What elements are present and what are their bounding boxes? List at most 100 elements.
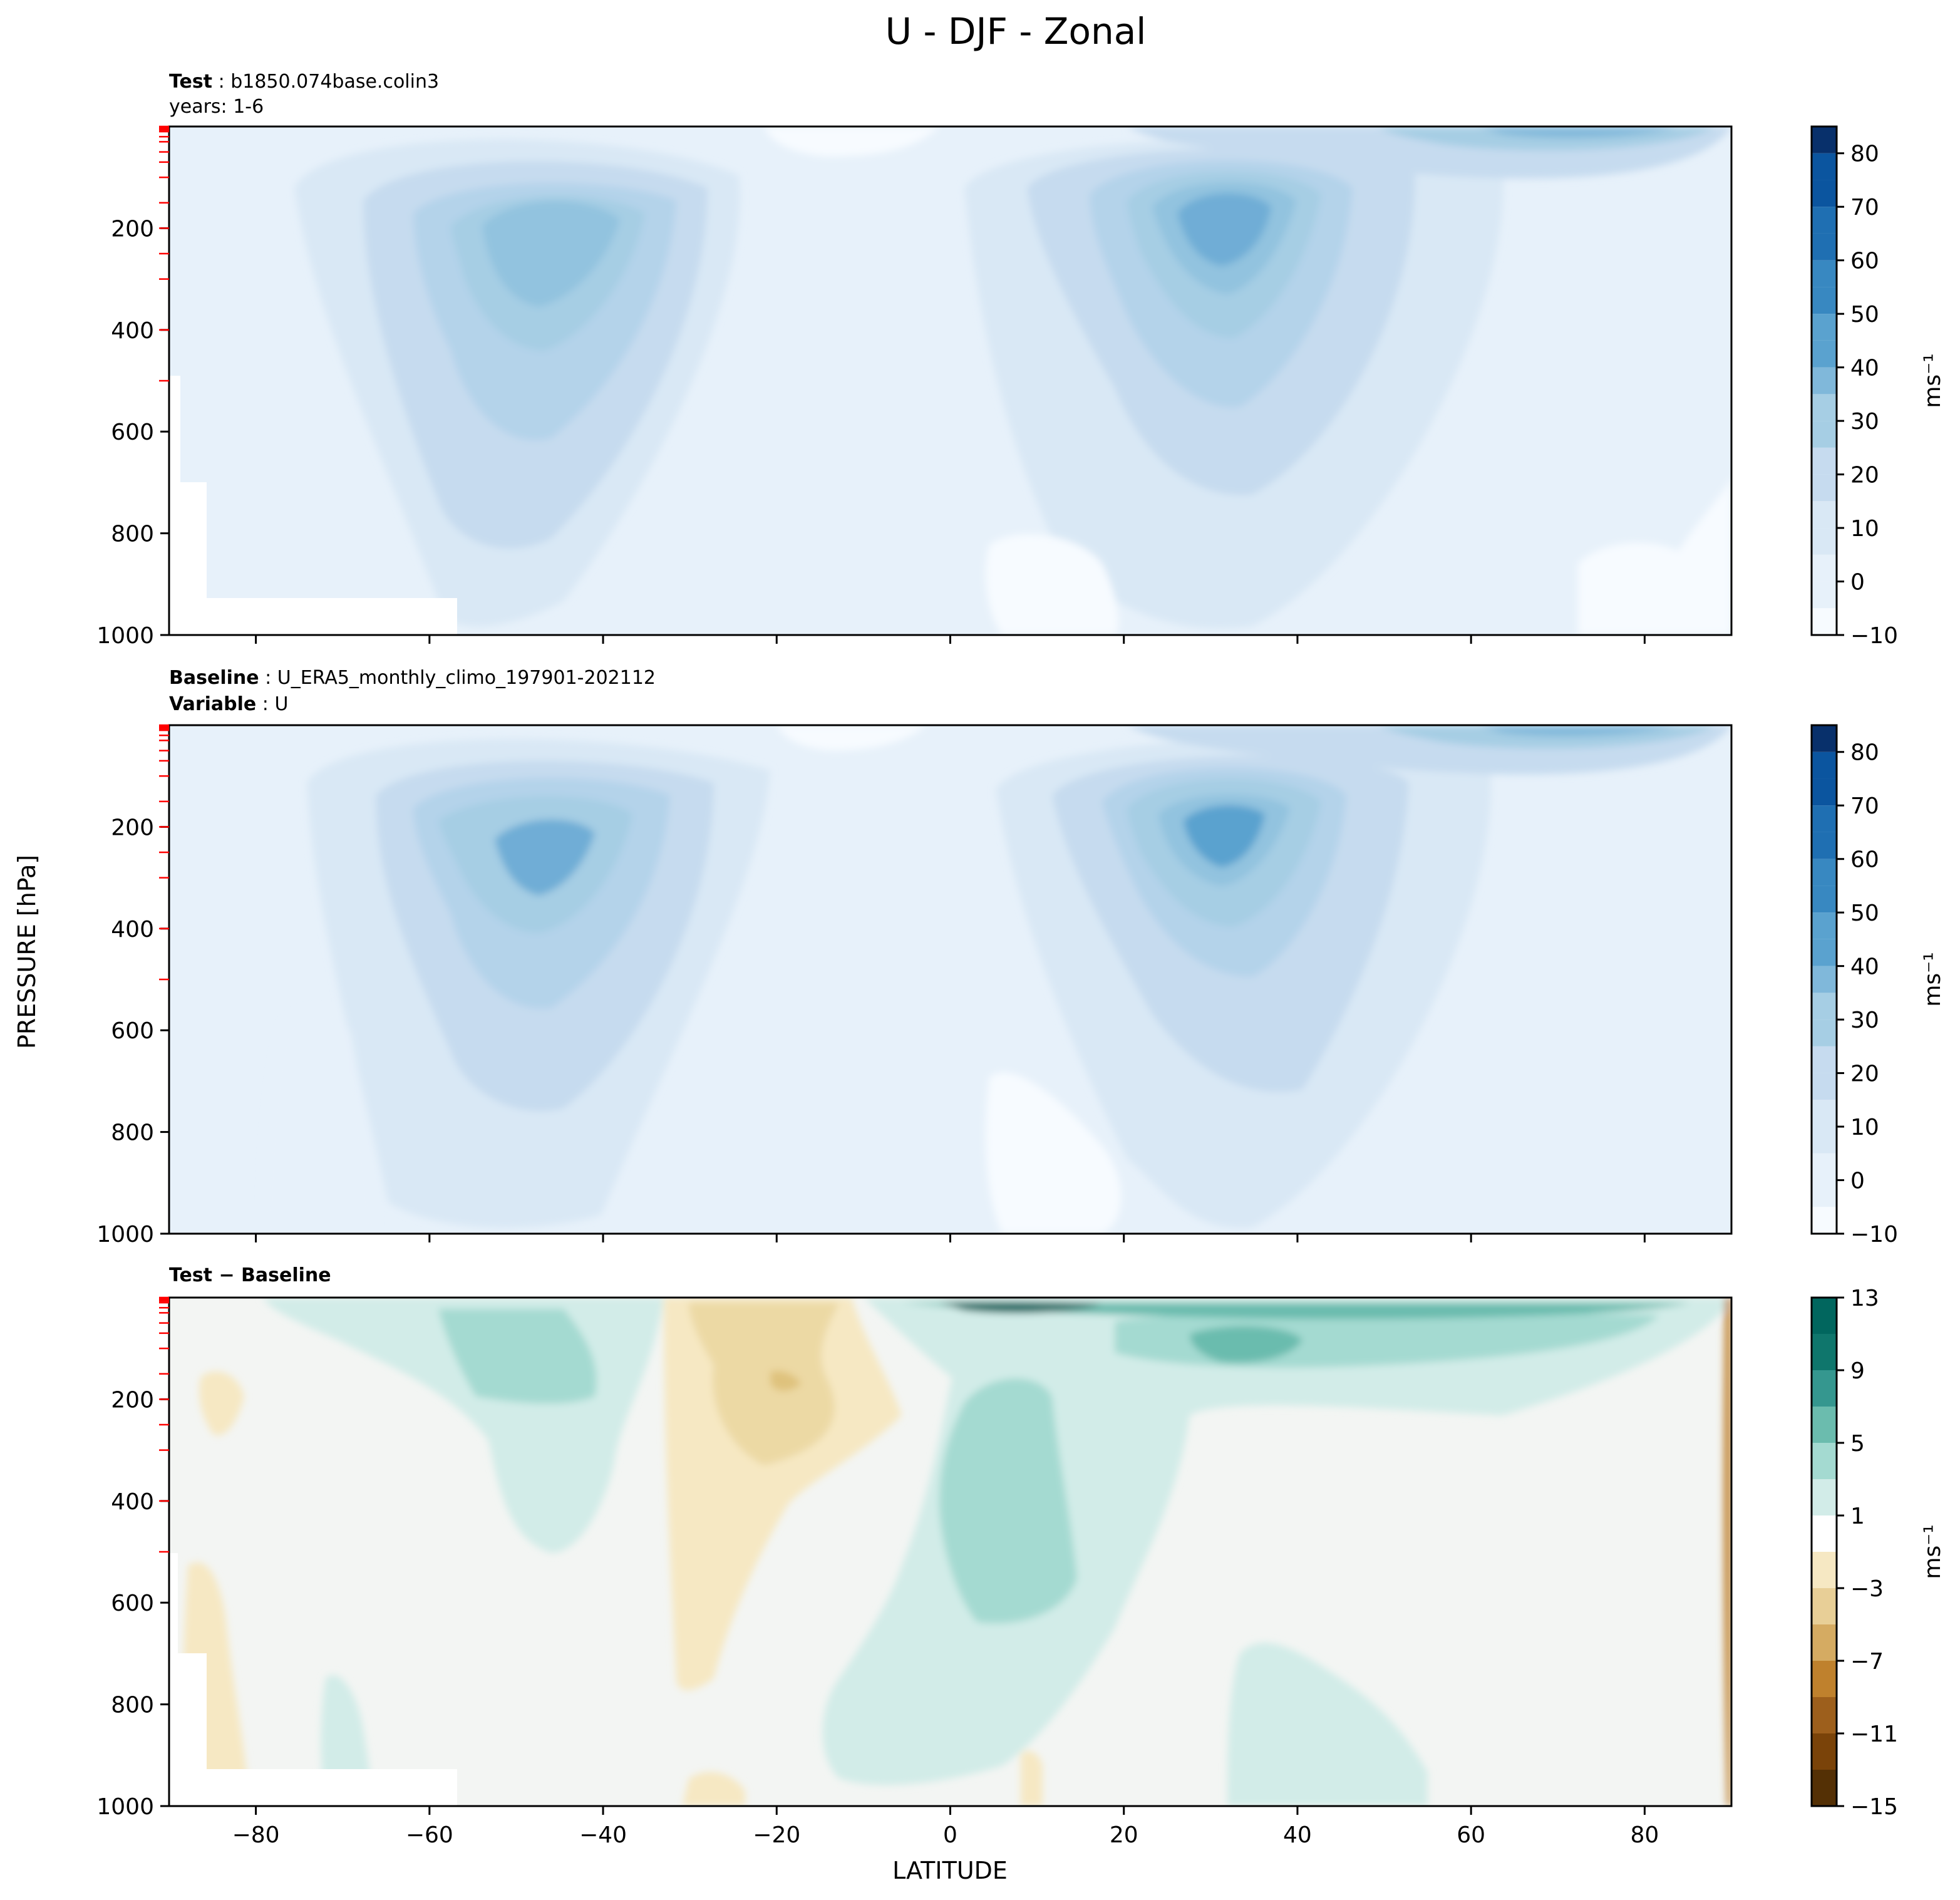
- x-tick-label-0: −80: [232, 1822, 280, 1848]
- panel-difference-strat-positive-5: [902, 1303, 1691, 1319]
- colorbar-tick-label-2-7: 13: [1850, 1286, 1879, 1311]
- colorbar-frame-0: [1810, 125, 1838, 636]
- colorbar-units-1: ms⁻¹: [1920, 952, 1946, 1006]
- panel-baseline-variable-value: U: [274, 693, 288, 715]
- colorbar-segment-2-3: [1812, 1661, 1837, 1697]
- colorbar-segment-2-13: [1812, 1298, 1837, 1334]
- colorbar-tick-label-0-0: −10: [1850, 623, 1898, 649]
- colorbar-segment-0-10: [1812, 340, 1837, 368]
- colorbar-segment-2-6: [1812, 1552, 1837, 1588]
- y-tick-label-1-4: 1000: [96, 1222, 154, 1247]
- x-tick-label-1: −60: [406, 1822, 453, 1848]
- y-tick-label-0-3: 800: [111, 522, 154, 547]
- y-tick-label-1-3: 800: [111, 1120, 154, 1146]
- panel-difference-strat-positive-9: [939, 1301, 1102, 1313]
- figure-title: U - DJF - Zonal: [885, 10, 1147, 53]
- colorbar-segment-0-7: [1812, 421, 1837, 448]
- colorbar-segment-1-17: [1812, 751, 1837, 779]
- colorbar-segment-0-3: [1812, 528, 1837, 555]
- y-tick-label-1-1: 400: [111, 917, 154, 942]
- colorbar-segment-2-5: [1812, 1588, 1837, 1624]
- colorbar-segment-1-5: [1812, 1073, 1837, 1100]
- colorbar-units-2: ms⁻¹: [1920, 1524, 1946, 1579]
- panel-test-field: [169, 126, 1731, 635]
- colorbar-segment-0-13: [1812, 260, 1837, 287]
- y-tick-label-2-2: 600: [111, 1591, 154, 1616]
- colorbar-segment-1-15: [1812, 805, 1837, 832]
- colorbar-segment-1-6: [1812, 1046, 1837, 1073]
- y-tick-label-2-4: 1000: [96, 1794, 154, 1820]
- colorbar-segment-1-13: [1812, 859, 1837, 886]
- colorbar-tick-label-2-3: −3: [1850, 1576, 1884, 1602]
- colorbar-segment-2-12: [1812, 1334, 1837, 1370]
- y-tick-label-0-1: 400: [111, 318, 154, 344]
- panel-difference-np-edge: [1724, 1298, 1731, 1806]
- colorbar-tick-label-0-9: 80: [1850, 142, 1879, 167]
- y-tick-label-2-0: 200: [111, 1387, 154, 1413]
- y-tick-label-0-0: 200: [111, 216, 154, 242]
- y-tick-label-1-0: 200: [111, 815, 154, 840]
- colorbar-tick-label-0-3: 20: [1850, 463, 1879, 488]
- colorbar-tick-label-1-8: 70: [1850, 793, 1879, 819]
- colorbar-segment-1-2: [1812, 1153, 1837, 1180]
- panel-test-sh-jet-30: [482, 201, 620, 307]
- panel-baseline-variable-label: Variable: [169, 693, 256, 715]
- panel-baseline-sh-jet-30: [495, 819, 595, 896]
- colorbar-tick-label-1-6: 50: [1850, 901, 1879, 926]
- colorbar-segment-2-8: [1812, 1479, 1837, 1515]
- x-tick-label-7: 60: [1457, 1822, 1485, 1848]
- panel-test-nh-jet-35: [1177, 193, 1271, 266]
- x-tick-label-2: −40: [579, 1822, 627, 1848]
- colorbar-tick-label-1-3: 20: [1850, 1061, 1879, 1087]
- y-tick-label-1-2: 600: [111, 1018, 154, 1044]
- colorbar-segment-1-18: [1812, 725, 1837, 752]
- panel-baseline-axes: 200 400 600 800 1000: [96, 724, 1646, 1247]
- colorbar-segment-2-11: [1812, 1370, 1837, 1407]
- x-tick-label-8: 80: [1630, 1822, 1659, 1848]
- colorbar-segment-1-4: [1812, 1100, 1837, 1127]
- colorbar-tick-label-1-1: 0: [1850, 1169, 1865, 1194]
- panel-test: Test : b1850.074base.colin3 years: 1-6: [96, 71, 1946, 649]
- colorbar-frame-2: [1810, 1296, 1838, 1807]
- colorbar-segment-0-4: [1812, 501, 1837, 529]
- panel-test-nh-polar-sfc: [1578, 476, 1731, 635]
- colorbar-segment-1-10: [1812, 939, 1837, 966]
- colorbar-tick-label-0-1: 0: [1850, 570, 1865, 596]
- panel-test-header-case: b1850.074base.colin3: [230, 71, 439, 93]
- colorbar-tick-label-2-6: 9: [1850, 1358, 1865, 1384]
- colorbar-segment-1-11: [1812, 912, 1837, 939]
- colorbar-segment-2-10: [1812, 1407, 1837, 1443]
- colorbar-tick-label-2-2: −7: [1850, 1649, 1884, 1675]
- colorbar-tick-label-0-6: 50: [1850, 302, 1879, 328]
- colorbar-segment-1-9: [1812, 966, 1837, 993]
- colorbar-tick-label-0-8: 70: [1850, 195, 1879, 220]
- panel-difference-tropical-negative-5: [770, 1370, 802, 1391]
- panel-difference-sh-upper-negative: [199, 1371, 244, 1435]
- colorbar-segment-0-9: [1812, 367, 1837, 395]
- colorbar-tick-label-2-0: −15: [1850, 1794, 1898, 1820]
- colorbar-segment-0-1: [1812, 581, 1837, 609]
- panel-difference-sh-sfc-negative: [683, 1772, 745, 1806]
- colorbar-segment-1-0: [1812, 1207, 1837, 1234]
- colorbar-segment-2-2: [1812, 1697, 1837, 1733]
- colorbar-segment-0-15: [1812, 207, 1837, 234]
- panel-test-topography-mask: [169, 482, 457, 635]
- colorbar-segment-1-16: [1812, 778, 1837, 806]
- colorbar-segment-0-18: [1812, 126, 1837, 153]
- colorbar-tick-label-1-2: 10: [1850, 1115, 1879, 1140]
- panel-test-antarctic-mask: [169, 376, 180, 482]
- panel-test-header: Test : b1850.074base.colin3: [169, 71, 439, 93]
- x-axis-label: LATITUDE: [892, 1857, 1008, 1884]
- colorbar-frame-1: [1810, 724, 1838, 1235]
- colorbar-segment-2-7: [1812, 1515, 1837, 1552]
- colorbar-segment-0-5: [1812, 474, 1837, 502]
- panel-test-axes: 200 400 600 800 1000: [96, 125, 1646, 649]
- x-tick-label-6: 40: [1283, 1822, 1312, 1848]
- colorbar-segment-1-1: [1812, 1180, 1837, 1207]
- y-tick-label-0-4: 1000: [96, 623, 154, 649]
- panel-baseline: Baseline : U_ERA5_monthly_climo_197901-2…: [96, 667, 1946, 1247]
- x-tick-label-4: 0: [943, 1822, 957, 1848]
- colorbar-segment-0-12: [1812, 287, 1837, 314]
- colorbar-segment-0-6: [1812, 447, 1837, 475]
- panel-baseline-colorbar: −10 0 10 20 30 40 50 60 70 80 ms⁻¹: [1810, 724, 1946, 1247]
